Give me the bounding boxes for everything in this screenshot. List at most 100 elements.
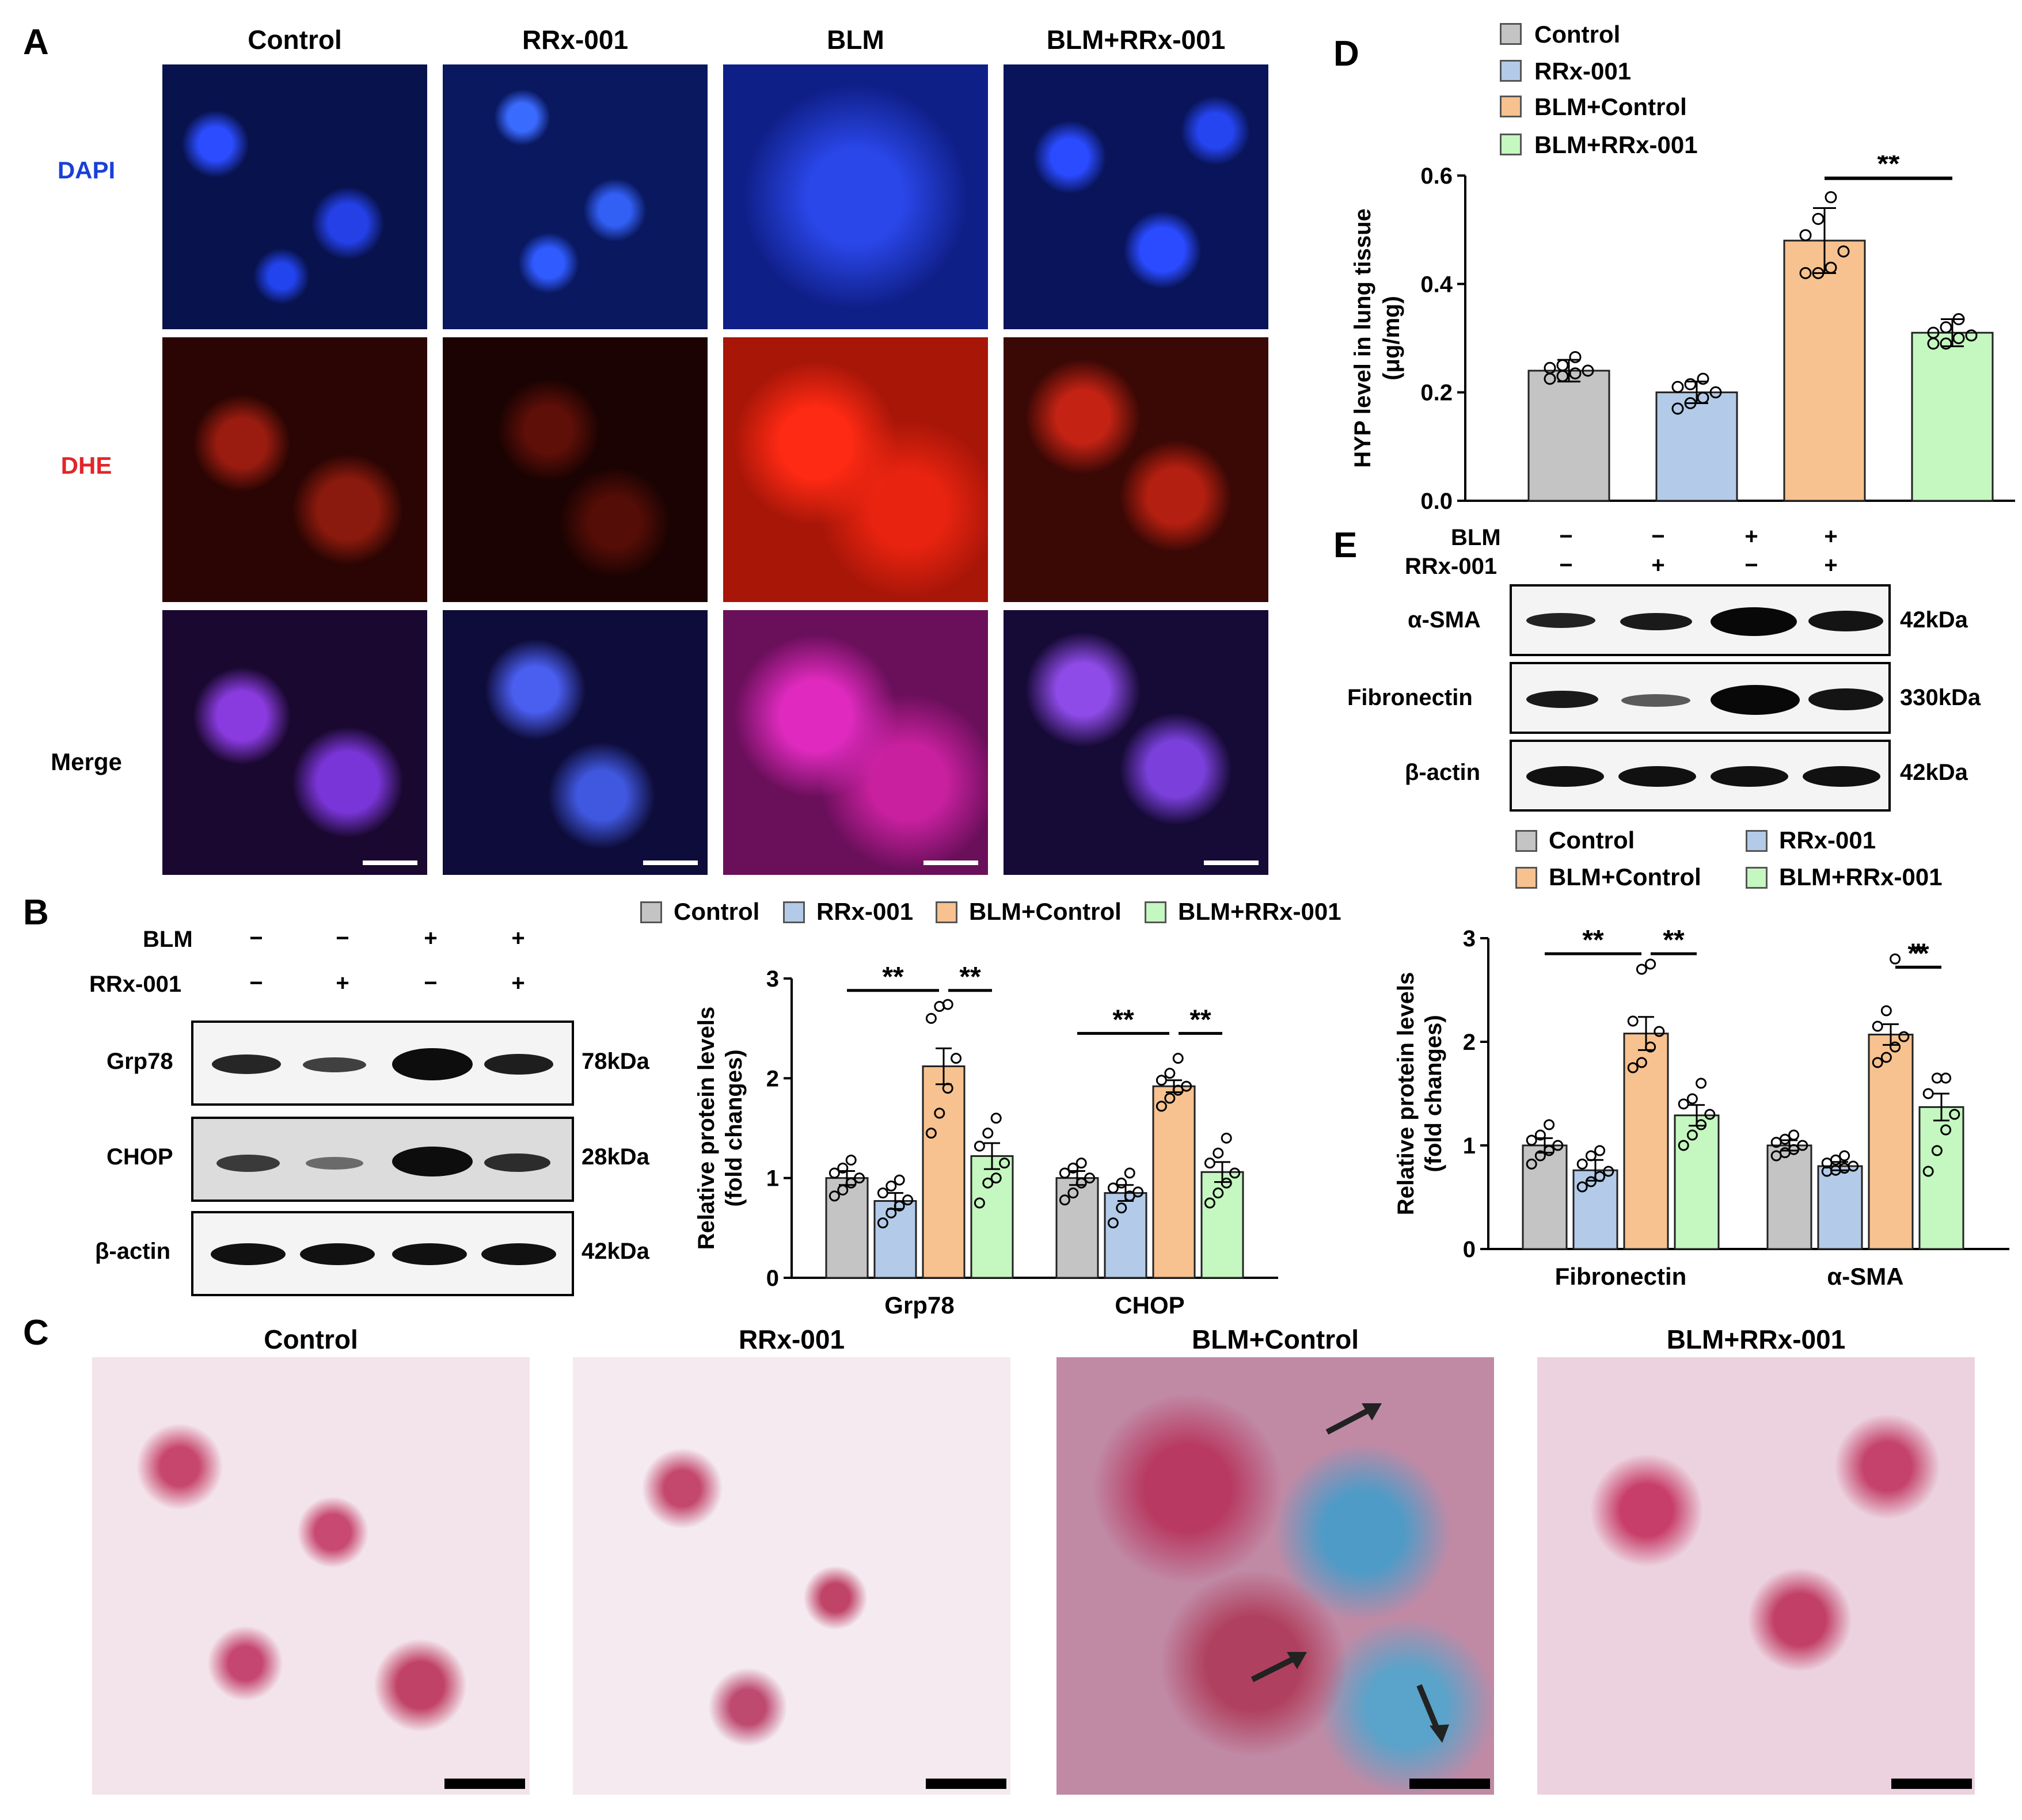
- col-header-blm: BLM: [827, 25, 884, 55]
- legend-swatch-rrx001: [1746, 830, 1768, 852]
- data-point: [828, 1167, 840, 1179]
- data-point: [1684, 397, 1697, 409]
- blm-sign: −: [1559, 524, 1573, 549]
- data-point: [1952, 313, 1965, 326]
- western-blot-beta-actin: [1510, 740, 1891, 812]
- data-point: [1678, 1140, 1689, 1151]
- data-point: [934, 1107, 945, 1119]
- blm-sign: −: [1651, 524, 1665, 549]
- data-point: [894, 1200, 905, 1212]
- significance-marker: **: [1112, 1004, 1134, 1035]
- x-tick-label: α-SMA: [1827, 1263, 1903, 1290]
- panel-d-label: D: [1333, 34, 1359, 74]
- data-point: [1872, 1057, 1883, 1068]
- data-point: [837, 1184, 849, 1195]
- blot-band: [212, 1054, 281, 1074]
- micrograph-merge-blm-rrx001: [1004, 610, 1268, 875]
- bar: [1655, 391, 1738, 502]
- micrograph-merge-control: [162, 610, 427, 875]
- micrograph-dhe-blm: [723, 337, 988, 602]
- data-point: [1949, 1109, 1960, 1120]
- blm-sign: +: [1824, 524, 1838, 549]
- data-point: [990, 1172, 1002, 1184]
- blm-sign: −: [336, 926, 349, 951]
- data-point: [837, 1162, 849, 1174]
- rrx-sign: +: [511, 970, 525, 996]
- bar: [1200, 1171, 1244, 1279]
- legend-label-rrx001: RRx-001: [1534, 58, 1632, 85]
- data-point: [1645, 1041, 1656, 1053]
- scale-bar: [444, 1779, 525, 1789]
- data-point: [1671, 402, 1684, 415]
- bar: [970, 1155, 1014, 1279]
- blot-band: [1711, 685, 1800, 715]
- bar: [1817, 1165, 1863, 1250]
- legend-swatch-rrx001: [1500, 60, 1522, 82]
- blm-sign: +: [511, 926, 525, 951]
- kda-label: 42kDa: [1900, 607, 1968, 633]
- kda-label: 28kDa: [581, 1144, 649, 1170]
- data-point: [1788, 1144, 1800, 1155]
- treatment-label-blm: BLM: [143, 927, 193, 952]
- y-tick-label: 1: [1463, 1133, 1476, 1159]
- bar: [1527, 370, 1610, 502]
- data-point: [1569, 367, 1582, 380]
- legend-swatch-control: [1515, 830, 1537, 852]
- y-axis-label: (fold changes): [721, 1049, 747, 1206]
- data-point: [1526, 1134, 1537, 1146]
- treatment-label-rrx001: RRx-001: [89, 972, 182, 997]
- rrx-sign: −: [249, 970, 263, 996]
- micrograph-dhe-blm-rrx001: [1004, 337, 1268, 602]
- scale-bar: [923, 860, 978, 865]
- blot-band: [303, 1057, 366, 1072]
- blot-band: [1808, 611, 1883, 631]
- data-point: [1067, 1162, 1079, 1174]
- panel-e-label: E: [1333, 526, 1358, 565]
- micrograph-dapi-control: [162, 64, 427, 329]
- scale-bar: [1891, 1779, 1972, 1789]
- row-label-dapi: DAPI: [57, 157, 116, 184]
- data-point: [1526, 1158, 1537, 1170]
- legend-label-control: Control: [674, 898, 760, 925]
- bar-chart-fibrosis-markers: 0 1 2 3 Relative protein levels (fold changes…: [1393, 925, 2009, 1290]
- data-point: [942, 1083, 953, 1094]
- rrx-sign: −: [424, 970, 438, 996]
- rrx-sign: +: [336, 970, 349, 996]
- bar: [1783, 239, 1866, 502]
- data-point: [1582, 364, 1594, 377]
- blot-band: [1526, 691, 1598, 708]
- data-point: [1116, 1177, 1127, 1189]
- bar: [1152, 1085, 1196, 1279]
- data-point: [845, 1154, 857, 1166]
- data-point: [1931, 1072, 1943, 1084]
- blot-band: [481, 1243, 556, 1265]
- y-axis-label: (fold changes): [1421, 1015, 1446, 1172]
- col-header-rrx001: RRx-001: [522, 25, 629, 55]
- western-blot-beta-actin: [191, 1211, 574, 1296]
- blot-label-fibronectin: Fibronectin: [1347, 685, 1473, 710]
- data-point: [1107, 1182, 1119, 1194]
- data-point: [1075, 1177, 1087, 1189]
- data-point: [1686, 1093, 1698, 1105]
- significance-marker: **: [882, 962, 904, 992]
- data-point: [1697, 372, 1709, 385]
- data-point: [942, 999, 953, 1010]
- y-tick-label: 0.6: [1420, 163, 1453, 189]
- data-point: [1576, 1181, 1588, 1193]
- arrow-annotations: [1251, 1403, 1449, 1743]
- data-point: [1952, 332, 1965, 344]
- data-point: [1839, 1150, 1850, 1162]
- bar: [1868, 1033, 1914, 1250]
- legend-label-rrx001: RRx-001: [816, 898, 914, 925]
- y-tick-label: 0.0: [1420, 489, 1453, 512]
- data-point: [1880, 1005, 1892, 1016]
- bar: [922, 1065, 966, 1279]
- data-point: [1067, 1187, 1079, 1199]
- legend-swatch-control: [1500, 23, 1522, 45]
- data-point: [951, 1053, 962, 1064]
- y-axis-label: (μg/mg): [1379, 296, 1404, 380]
- blot-band: [306, 1157, 363, 1170]
- micrograph-dhe-rrx001: [443, 337, 708, 602]
- western-blot-chop: [191, 1117, 574, 1202]
- data-point: [845, 1177, 857, 1189]
